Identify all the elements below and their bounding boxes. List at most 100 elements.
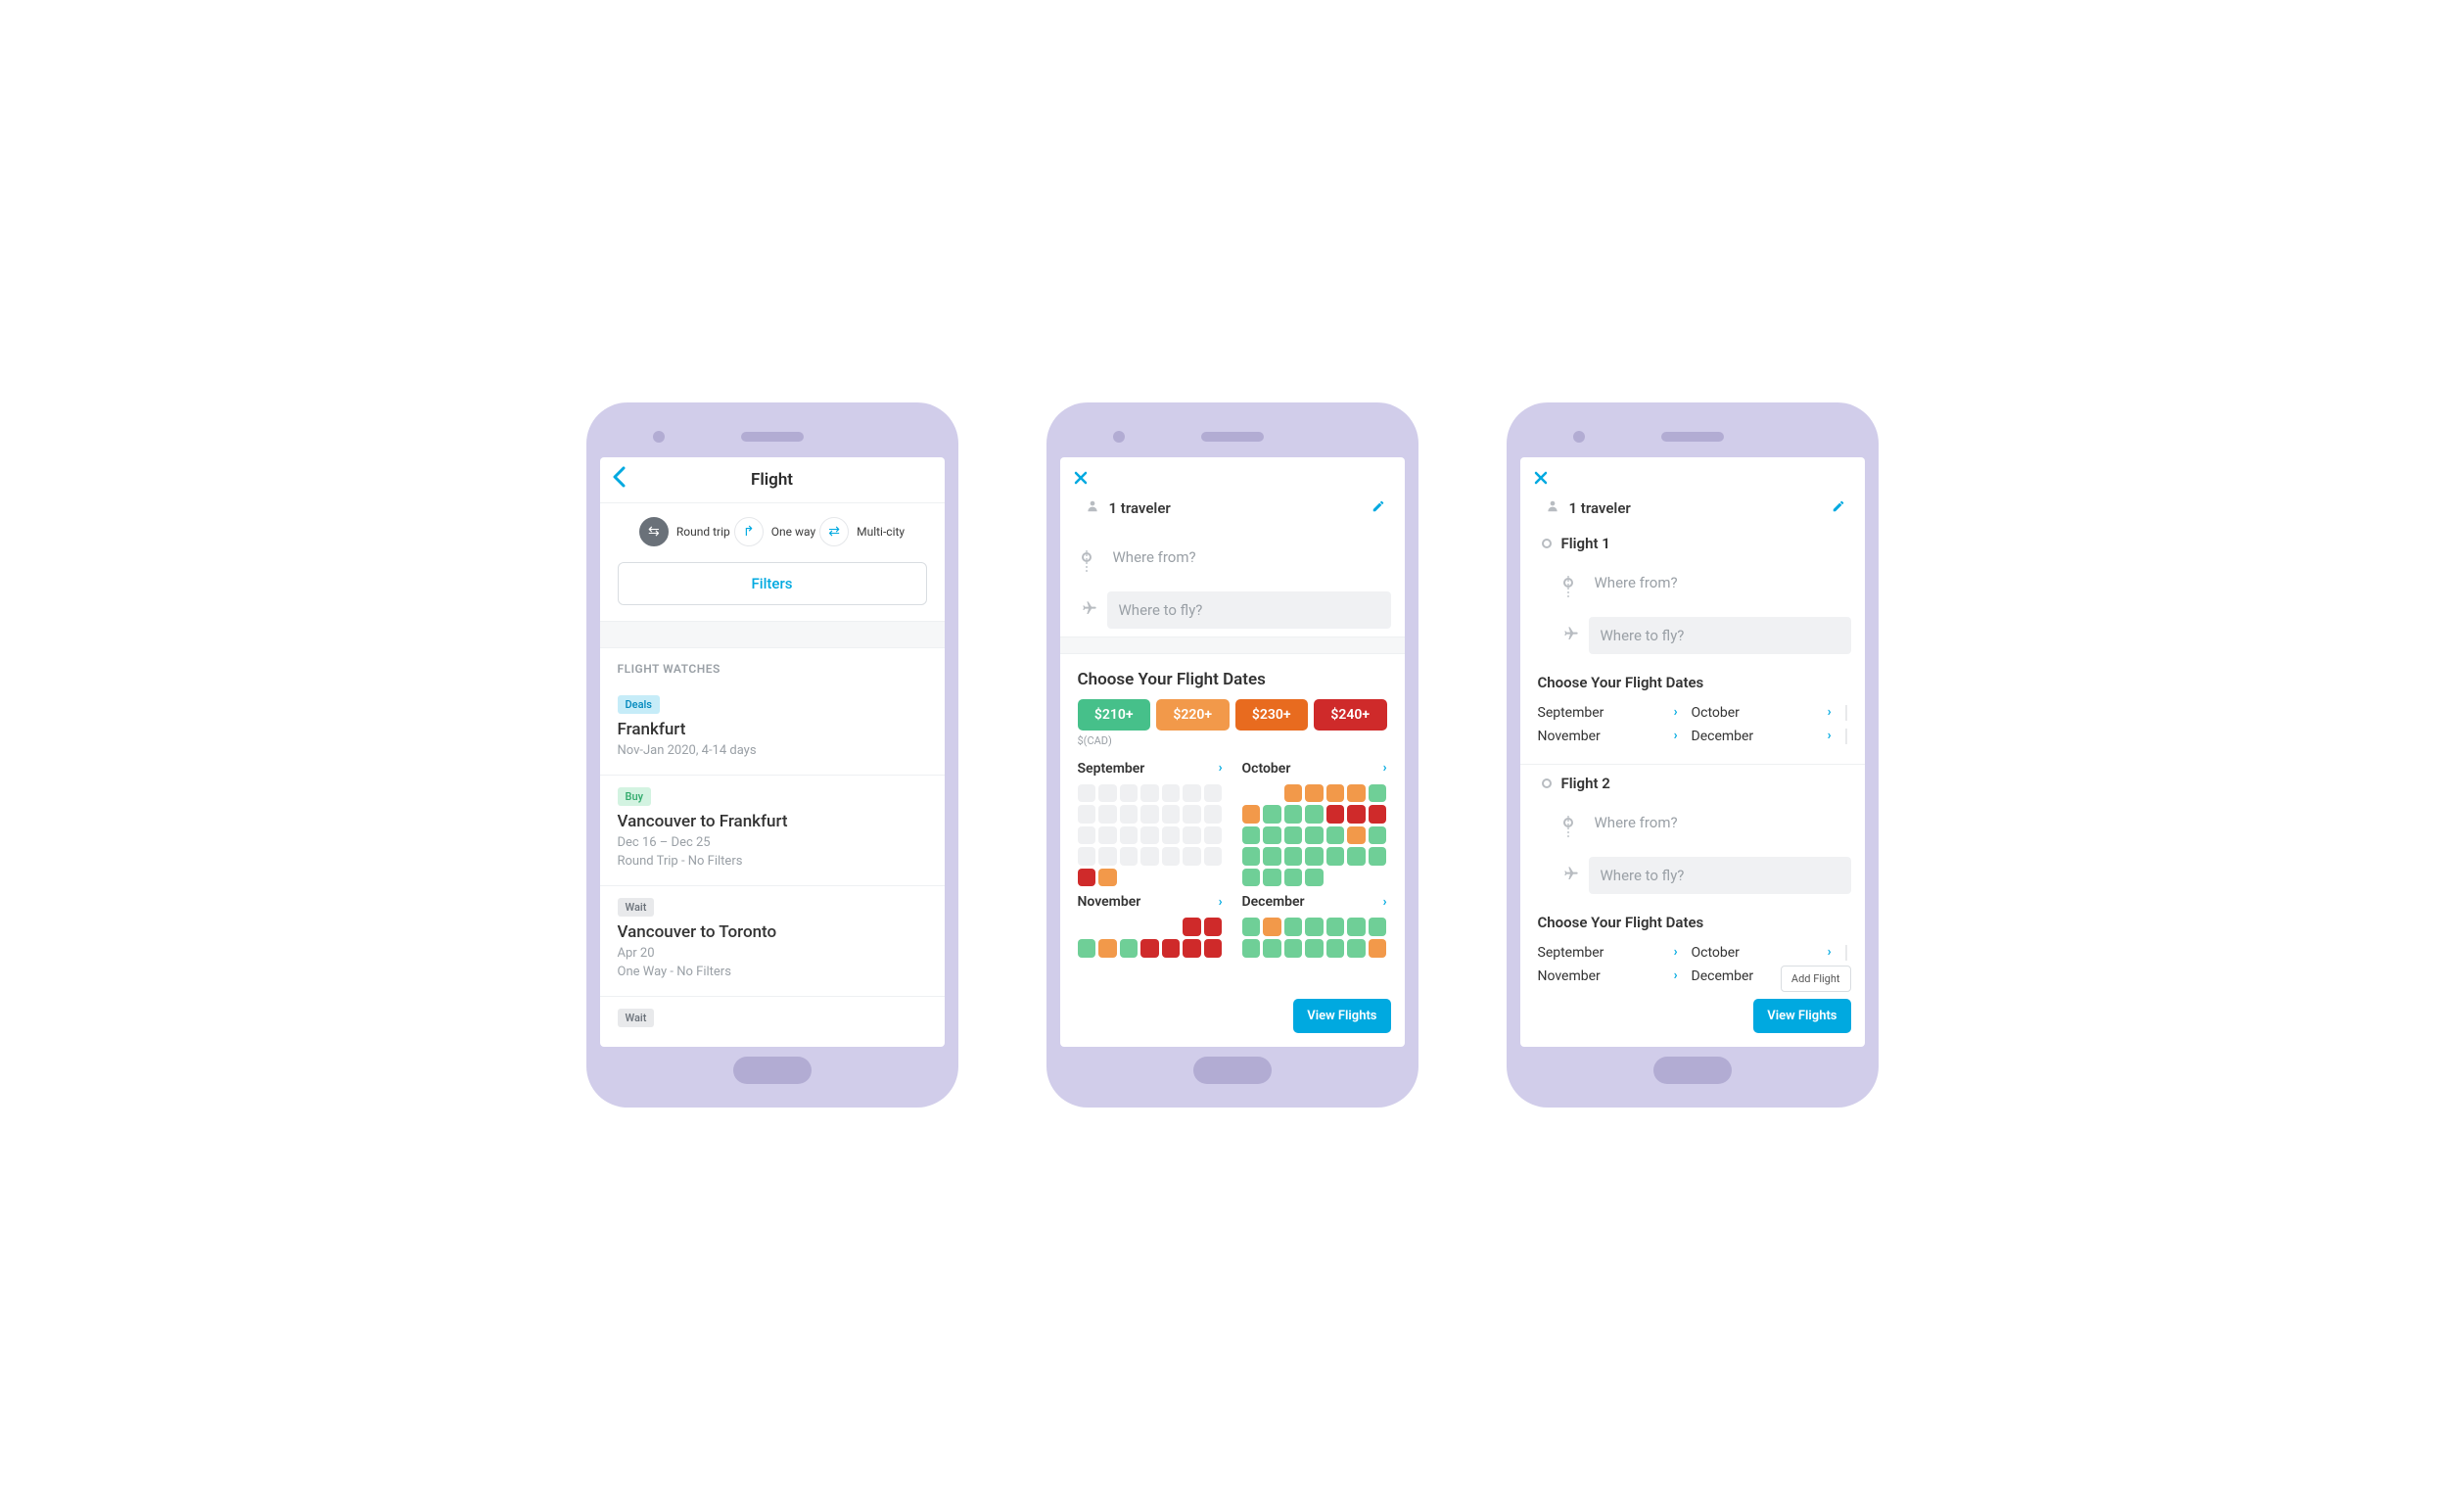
calendar-cell[interactable] — [1284, 784, 1303, 803]
calendar-cell[interactable] — [1204, 826, 1223, 845]
calendar-cell[interactable] — [1078, 939, 1096, 958]
calendar-cell[interactable] — [1204, 918, 1223, 936]
calendar-cell[interactable] — [1162, 826, 1181, 845]
calendar-cell[interactable] — [1098, 805, 1117, 824]
month-november[interactable]: November› — [1538, 968, 1678, 984]
calendar-cell[interactable] — [1242, 805, 1261, 824]
calendar-cell[interactable] — [1263, 784, 1281, 803]
edit-icon[interactable] — [1832, 499, 1845, 517]
month-october[interactable]: October› — [1692, 945, 1832, 961]
calendar-cell[interactable] — [1305, 939, 1324, 958]
to-row[interactable]: Where to fly? — [1563, 609, 1851, 662]
calendar-cell[interactable] — [1305, 826, 1324, 845]
back-icon[interactable] — [612, 466, 626, 494]
calendar-cell[interactable] — [1305, 805, 1324, 824]
traveler-row[interactable]: 1 traveler — [1520, 494, 1865, 531]
from-row[interactable]: Where from? — [1563, 796, 1851, 849]
calendar-cell[interactable] — [1326, 847, 1345, 866]
close-icon[interactable] — [1520, 457, 1865, 494]
calendar-cell[interactable] — [1369, 869, 1387, 887]
calendar-cell[interactable] — [1078, 847, 1096, 866]
calendar-cell[interactable] — [1326, 869, 1345, 887]
calendar-cell[interactable] — [1263, 847, 1281, 866]
calendar-cell[interactable] — [1183, 784, 1201, 803]
calendar-cell[interactable] — [1263, 805, 1281, 824]
to-input[interactable]: Where to fly? — [1107, 591, 1391, 629]
calendar-cell[interactable] — [1140, 869, 1159, 887]
calendar-cell[interactable] — [1140, 805, 1159, 824]
calendar-cell[interactable] — [1162, 847, 1181, 866]
calendar-cell[interactable] — [1369, 847, 1387, 866]
calendar-cell[interactable] — [1098, 847, 1117, 866]
calendar-cell[interactable] — [1284, 939, 1303, 958]
calendar-cell[interactable] — [1369, 918, 1387, 936]
to-input[interactable]: Where to fly? — [1589, 617, 1851, 654]
calendar-cell[interactable] — [1326, 805, 1345, 824]
calendar-cell[interactable] — [1140, 826, 1159, 845]
calendar-cell[interactable] — [1078, 805, 1096, 824]
calendar-cell[interactable] — [1347, 918, 1366, 936]
trip-type-round[interactable]: ⇆ Round trip — [639, 517, 730, 546]
close-icon[interactable] — [1060, 457, 1405, 494]
view-flights-button[interactable]: View Flights — [1293, 999, 1390, 1033]
watch-item[interactable]: WaitVancouver to TorontoApr 20One Way - … — [600, 886, 945, 997]
calendar-cell[interactable] — [1204, 784, 1223, 803]
calendar-cell[interactable] — [1204, 847, 1223, 866]
calendar-cell[interactable] — [1284, 847, 1303, 866]
calendar-cell[interactable] — [1098, 784, 1117, 803]
calendar-cell[interactable] — [1326, 826, 1345, 845]
month-september[interactable]: September› — [1538, 945, 1678, 961]
filters-button[interactable]: Filters — [618, 562, 927, 605]
watch-item[interactable]: DealsFrankfurtNov-Jan 2020, 4-14 days — [600, 684, 945, 776]
home-button[interactable] — [733, 1057, 812, 1084]
view-flights-button[interactable]: View Flights — [1753, 999, 1850, 1033]
home-button[interactable] — [1193, 1057, 1272, 1084]
calendar-cell[interactable] — [1242, 826, 1261, 845]
from-row[interactable]: Where from? — [1082, 531, 1391, 584]
calendar-cell[interactable] — [1162, 784, 1181, 803]
calendar-cell[interactable] — [1369, 784, 1387, 803]
calendar-cell[interactable] — [1347, 805, 1366, 824]
calendar-cell[interactable] — [1284, 826, 1303, 845]
calendar-cell[interactable] — [1242, 869, 1261, 887]
calendar-cell[interactable] — [1120, 784, 1139, 803]
calendar-cell[interactable] — [1284, 805, 1303, 824]
to-row[interactable]: Where to fly? — [1082, 584, 1391, 637]
calendar-cell[interactable] — [1120, 939, 1139, 958]
calendar-cell[interactable] — [1098, 918, 1117, 936]
calendar-cell[interactable] — [1263, 869, 1281, 887]
calendar-cell[interactable] — [1347, 784, 1366, 803]
watch-item[interactable]: Wait — [600, 997, 945, 1047]
calendar-cell[interactable] — [1162, 939, 1181, 958]
calendar-cell[interactable] — [1204, 939, 1223, 958]
calendar-cell[interactable] — [1120, 805, 1139, 824]
calendar-cell[interactable] — [1140, 847, 1159, 866]
to-row[interactable]: Where to fly? — [1563, 849, 1851, 902]
calendar-cell[interactable] — [1242, 847, 1261, 866]
to-input[interactable]: Where to fly? — [1589, 857, 1851, 894]
add-flight-button[interactable]: Add Flight — [1781, 966, 1851, 992]
calendar-cell[interactable] — [1347, 869, 1366, 887]
calendar-cell[interactable] — [1242, 918, 1261, 936]
calendar-cell[interactable] — [1183, 805, 1201, 824]
calendar-cell[interactable] — [1140, 784, 1159, 803]
calendar-cell[interactable] — [1183, 826, 1201, 845]
calendar-cell[interactable] — [1369, 805, 1387, 824]
month-block[interactable]: December› — [1242, 894, 1387, 957]
calendar-cell[interactable] — [1183, 918, 1201, 936]
calendar-cell[interactable] — [1120, 869, 1139, 887]
calendar-cell[interactable] — [1120, 826, 1139, 845]
calendar-cell[interactable] — [1347, 847, 1366, 866]
from-input[interactable]: Where from? — [1101, 539, 1391, 576]
calendar-cell[interactable] — [1242, 939, 1261, 958]
calendar-cell[interactable] — [1305, 918, 1324, 936]
month-block[interactable]: September› — [1078, 761, 1223, 887]
calendar-cell[interactable] — [1263, 939, 1281, 958]
calendar-cell[interactable] — [1305, 784, 1324, 803]
calendar-cell[interactable] — [1120, 847, 1139, 866]
calendar-cell[interactable] — [1183, 869, 1201, 887]
calendar-cell[interactable] — [1326, 784, 1345, 803]
calendar-cell[interactable] — [1242, 784, 1261, 803]
calendar-cell[interactable] — [1078, 784, 1096, 803]
calendar-cell[interactable] — [1078, 918, 1096, 936]
